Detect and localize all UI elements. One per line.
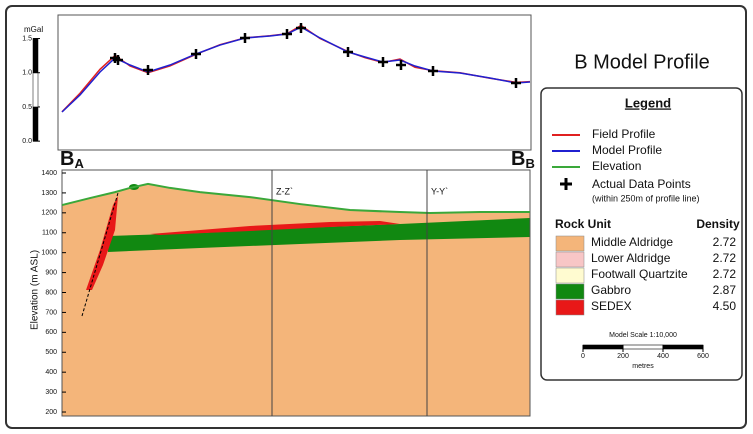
y-tick-label: 0.0	[22, 138, 32, 145]
scale-label: 200	[617, 353, 629, 360]
unit-density: 2.72	[713, 267, 737, 281]
legend-title: Legend	[625, 95, 671, 110]
y-tick-label: 500	[45, 349, 57, 356]
unit-density: 4.50	[713, 299, 737, 313]
unit-swatch	[556, 284, 584, 299]
legend-note: (within 250m of profile line)	[592, 193, 700, 203]
y-tick-label: 800	[45, 289, 57, 296]
y-tick-label: 700	[45, 309, 57, 316]
legend-label: Field Profile	[592, 127, 656, 141]
end-sub: B	[525, 156, 534, 171]
scale-segment	[33, 73, 38, 107]
section-label: Z-Z`	[276, 186, 293, 196]
scale-unit: metres	[632, 363, 654, 370]
scale-label: 0	[581, 353, 585, 360]
y-tick-label: 1100	[42, 230, 57, 237]
y-tick-label: 1200	[41, 210, 57, 217]
unit-swatch	[556, 252, 584, 267]
title: B Model Profile	[574, 51, 710, 73]
scale-segment	[33, 107, 38, 141]
scale-label: 600	[697, 353, 709, 360]
y-tick-label: 200	[45, 409, 57, 416]
scale-segment	[623, 345, 663, 349]
unit-density: 2.87	[713, 283, 737, 297]
unit-name: Lower Aldridge	[591, 251, 671, 265]
y-tick-label: 900	[45, 269, 57, 276]
unit-density: 2.72	[713, 235, 737, 249]
scale-segment	[33, 39, 38, 73]
section-label: Y-Y`	[431, 186, 448, 196]
unit-name: Middle Aldridge	[591, 235, 673, 249]
y-tick-label: 0.5	[22, 104, 32, 111]
figure: B Model Profile mGal Elevation (m ASL) B…	[0, 0, 753, 434]
y-tick-label: 1.0	[22, 70, 32, 77]
unit-name: Gabbro	[591, 283, 631, 297]
unit-swatch	[556, 268, 584, 283]
section-plot	[62, 184, 530, 416]
unit-name: SEDEX	[591, 299, 632, 313]
scale-title: Model Scale 1:10,000	[609, 332, 677, 339]
y-tick-label: 400	[45, 369, 57, 376]
density-header: Density	[696, 217, 740, 231]
y-tick-label: 600	[45, 329, 57, 336]
legend-label: Model Profile	[592, 143, 662, 157]
unit-density: 2.72	[713, 251, 737, 265]
end-sub: A	[74, 156, 84, 171]
legend-label: Actual Data Points	[592, 177, 691, 191]
scale-segment	[663, 345, 703, 349]
unit-swatch	[556, 236, 584, 251]
y-tick-label: 1.5	[22, 35, 32, 42]
y-tick-label: 1400	[41, 170, 57, 177]
unit-header: Rock Unit	[555, 217, 611, 231]
unit-swatch	[556, 300, 584, 315]
end-letter: B	[511, 148, 525, 170]
legend-label: Elevation	[592, 159, 641, 173]
gravity-panel	[58, 15, 531, 150]
unit-name: Footwall Quartzite	[591, 267, 688, 281]
y-tick-label: 300	[45, 389, 57, 396]
scale-segment	[583, 345, 623, 349]
y-axis-label: Elevation (m ASL)	[30, 250, 41, 330]
area-fill	[62, 184, 530, 416]
y-tick-label: 1000	[41, 250, 57, 257]
y-axis-label: mGal	[24, 25, 43, 34]
scale-label: 400	[657, 353, 669, 360]
y-tick-label: 1300	[41, 190, 57, 197]
end-letter: B	[60, 148, 74, 170]
